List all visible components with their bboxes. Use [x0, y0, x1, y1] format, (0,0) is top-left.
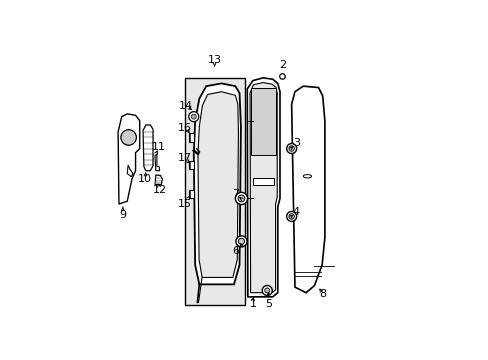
Circle shape — [288, 214, 294, 219]
Text: 7: 7 — [232, 189, 239, 199]
Text: 5: 5 — [265, 299, 272, 309]
Circle shape — [288, 146, 294, 151]
Circle shape — [262, 285, 272, 296]
Text: 12: 12 — [152, 185, 166, 195]
Circle shape — [121, 130, 136, 145]
Circle shape — [238, 238, 244, 244]
Ellipse shape — [303, 175, 311, 178]
Polygon shape — [143, 125, 153, 171]
Text: 16: 16 — [177, 123, 191, 133]
Circle shape — [286, 211, 296, 221]
Circle shape — [279, 74, 285, 79]
Polygon shape — [193, 84, 241, 284]
Polygon shape — [127, 165, 133, 177]
Text: 13: 13 — [207, 55, 221, 65]
Text: 8: 8 — [319, 289, 326, 299]
Bar — [185, 78, 244, 305]
Polygon shape — [118, 114, 140, 204]
Circle shape — [235, 192, 247, 204]
Bar — [188, 133, 194, 141]
Bar — [252, 177, 273, 185]
Text: 11: 11 — [152, 142, 166, 152]
Polygon shape — [247, 78, 280, 297]
Circle shape — [235, 236, 246, 247]
Bar — [188, 161, 194, 169]
Polygon shape — [249, 82, 277, 293]
Text: 4: 4 — [292, 207, 299, 217]
Text: 6: 6 — [232, 246, 239, 256]
Text: 1: 1 — [249, 299, 256, 309]
Polygon shape — [291, 86, 324, 293]
Text: 9: 9 — [119, 210, 126, 220]
Text: 10: 10 — [138, 174, 152, 184]
Text: 3: 3 — [292, 138, 299, 148]
Circle shape — [191, 114, 196, 119]
Circle shape — [238, 195, 244, 202]
Bar — [188, 190, 194, 198]
Text: 14: 14 — [179, 100, 193, 111]
Polygon shape — [155, 154, 160, 171]
Bar — [251, 87, 275, 156]
Polygon shape — [198, 92, 238, 278]
Circle shape — [188, 112, 198, 122]
Text: 17: 17 — [177, 153, 191, 163]
Text: 15: 15 — [177, 199, 191, 209]
Circle shape — [286, 144, 296, 153]
Text: 2: 2 — [278, 60, 285, 70]
Polygon shape — [155, 175, 162, 185]
Circle shape — [264, 288, 269, 293]
